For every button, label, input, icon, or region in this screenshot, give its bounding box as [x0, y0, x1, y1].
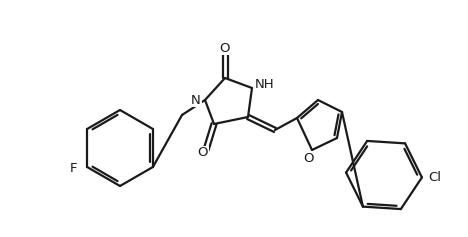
Text: O: O — [220, 41, 230, 55]
Text: O: O — [198, 146, 208, 160]
Text: NH: NH — [255, 77, 275, 91]
Text: O: O — [303, 151, 313, 164]
Text: F: F — [70, 163, 77, 176]
Text: N: N — [191, 94, 201, 106]
Text: Cl: Cl — [428, 171, 441, 184]
